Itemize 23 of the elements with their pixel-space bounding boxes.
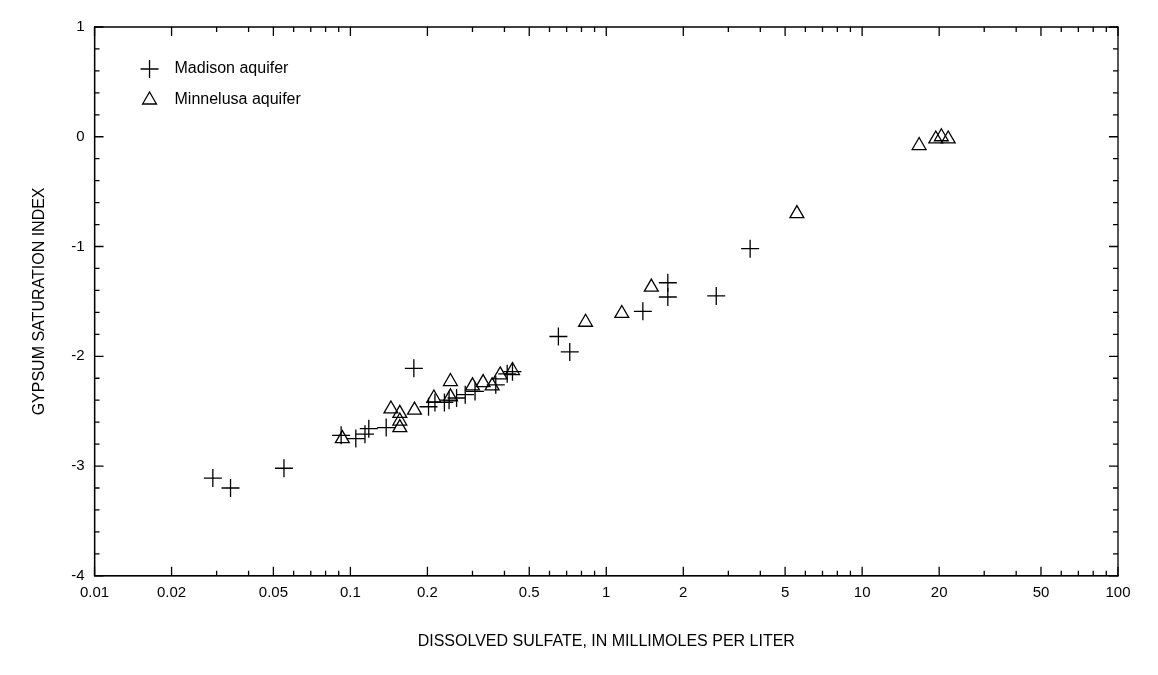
x-tick-label: 20 — [930, 582, 948, 600]
y-tick-label: 1 — [76, 17, 85, 35]
y-tick-label: -3 — [71, 456, 85, 474]
x-tick-label: 0.1 — [339, 582, 361, 600]
x-tick-label: 2 — [679, 582, 688, 600]
x-tick-label: 10 — [853, 582, 871, 600]
x-tick-label: 0.5 — [518, 582, 540, 600]
y-tick-label: -2 — [71, 346, 85, 364]
x-tick-label: 0.05 — [258, 582, 288, 600]
x-tick-label: 5 — [780, 582, 790, 600]
legend-label: Madison aquifer — [174, 59, 290, 77]
y-tick-label: -1 — [71, 236, 85, 254]
x-tick-label: 100 — [1105, 582, 1131, 600]
y-axis-title: GYPSUM SATURATION INDEX — [30, 187, 48, 416]
x-tick-label: 0.02 — [156, 582, 187, 600]
x-tick-label: 0.2 — [417, 582, 438, 600]
y-tick-label: 0 — [76, 126, 85, 144]
x-axis-title: DISSOLVED SULFATE, IN MILLIMOLES PER LITER — [417, 631, 795, 649]
x-tick-label: 50 — [1032, 582, 1050, 600]
legend-label: Minnelusa aquifer — [174, 90, 302, 108]
x-tick-label: 1 — [602, 582, 611, 600]
y-tick-label: -4 — [71, 565, 85, 583]
x-tick-label: 0.01 — [79, 582, 110, 600]
